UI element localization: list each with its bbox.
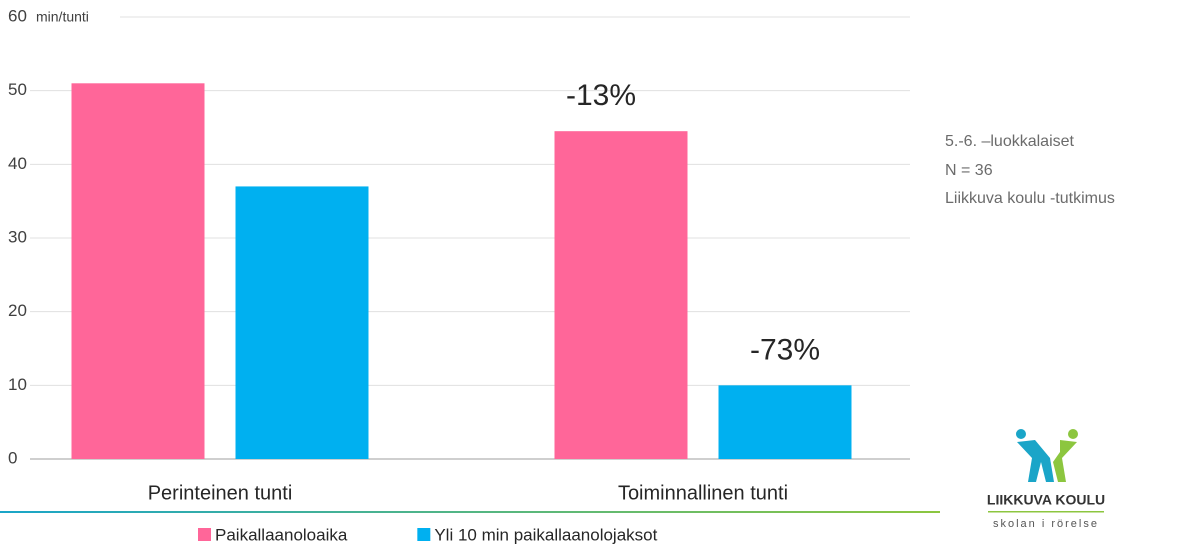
y-tick-label: 30 bbox=[8, 227, 27, 246]
y-tick-label: 60 bbox=[8, 6, 27, 25]
y-tick-label: 50 bbox=[8, 80, 27, 99]
note: 5.-6. –luokkalaiset bbox=[945, 133, 1075, 150]
legend-swatch bbox=[417, 528, 431, 541]
legend-swatch bbox=[198, 528, 211, 541]
x-tick-label: Toiminnallinen tunti bbox=[618, 482, 788, 504]
logo-rule bbox=[988, 511, 1104, 513]
annotation: -13% bbox=[566, 79, 636, 112]
x-tick-label: Perinteinen tunti bbox=[148, 482, 293, 504]
bar bbox=[554, 131, 688, 459]
bar bbox=[718, 385, 852, 459]
separator bbox=[0, 511, 940, 513]
legend-label: Yli 10 min paikallaanolojaksot bbox=[434, 525, 657, 544]
logo-figures bbox=[1016, 429, 1078, 482]
y-tick-label: 10 bbox=[8, 375, 27, 394]
logo-subtitle: skolan i rörelse bbox=[993, 518, 1099, 530]
y-unit: min/tunti bbox=[36, 9, 89, 25]
note: Liikkuva koulu -tutkimus bbox=[945, 190, 1115, 207]
y-tick-label: 40 bbox=[8, 154, 27, 173]
note: N = 36 bbox=[945, 162, 993, 179]
bar bbox=[71, 83, 205, 460]
legend-label: Paikallaanoloaika bbox=[215, 525, 348, 544]
y-tick-label: 0 bbox=[8, 448, 17, 467]
y-tick-label: 20 bbox=[8, 301, 27, 320]
logo-title: LIIKKUVA KOULU bbox=[987, 492, 1105, 508]
bar bbox=[235, 186, 369, 459]
annotation: -73% bbox=[750, 333, 820, 366]
